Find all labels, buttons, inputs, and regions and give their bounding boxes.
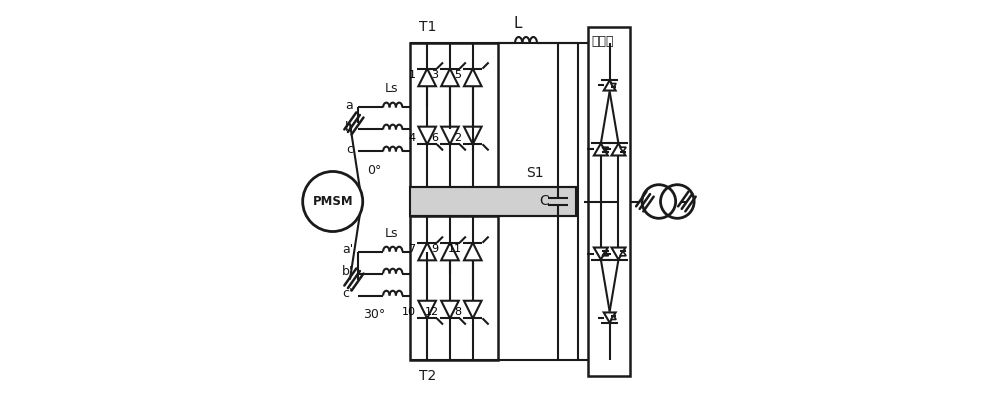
Text: C: C	[539, 195, 549, 208]
Text: 12: 12	[424, 307, 439, 317]
Text: a: a	[345, 99, 353, 112]
Text: 8: 8	[454, 307, 461, 317]
Polygon shape	[620, 251, 626, 256]
Text: Ls: Ls	[384, 226, 398, 239]
Text: 30°: 30°	[363, 308, 385, 321]
Bar	[410, 187, 576, 216]
Bar	[410, 44, 498, 187]
Text: Ls: Ls	[384, 83, 398, 96]
Text: c': c'	[343, 287, 353, 300]
Text: 逆变器: 逆变器	[591, 35, 614, 48]
Text: 3: 3	[432, 70, 439, 80]
Text: 9: 9	[431, 244, 439, 254]
Bar	[588, 27, 630, 376]
Text: 4: 4	[409, 133, 416, 143]
Text: a': a'	[342, 243, 353, 256]
Polygon shape	[611, 316, 616, 320]
Text: 0°: 0°	[367, 164, 381, 177]
Polygon shape	[611, 83, 616, 87]
Text: b': b'	[342, 265, 353, 278]
Text: T2: T2	[419, 369, 437, 382]
Text: b: b	[345, 121, 353, 134]
Text: PMSM: PMSM	[312, 195, 353, 208]
Text: 10: 10	[402, 307, 416, 317]
Polygon shape	[602, 147, 609, 152]
Text: 1: 1	[409, 70, 416, 80]
Text: 5: 5	[454, 70, 461, 80]
Bar	[410, 216, 498, 359]
Text: T1: T1	[419, 21, 437, 34]
Text: 7: 7	[409, 244, 416, 254]
Text: 6: 6	[432, 133, 439, 143]
Text: 2: 2	[454, 133, 461, 143]
Text: 11: 11	[447, 244, 461, 254]
Polygon shape	[620, 147, 626, 152]
Text: c: c	[346, 143, 353, 156]
Text: S1: S1	[526, 166, 544, 181]
Text: L: L	[514, 16, 522, 31]
Polygon shape	[602, 251, 609, 256]
